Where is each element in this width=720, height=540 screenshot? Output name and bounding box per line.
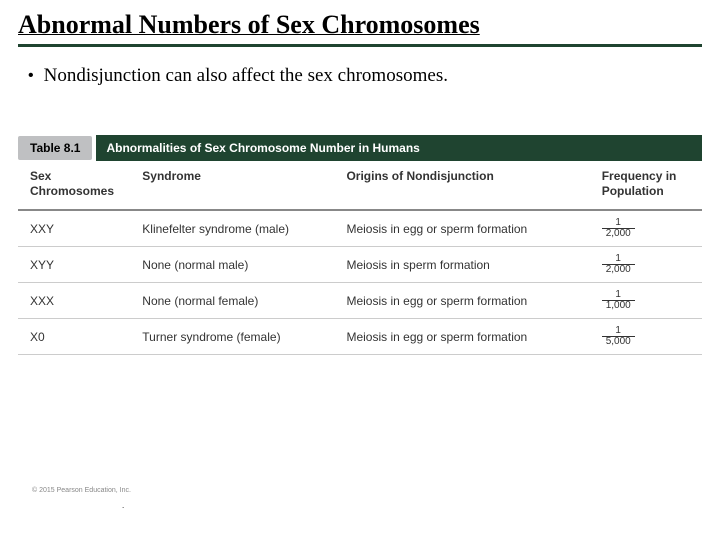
cell-chrom: XYY	[18, 247, 130, 283]
table-header-bar: Table 8.1 Abnormalities of Sex Chromosom…	[18, 135, 702, 161]
cell-chrom: XXY	[18, 210, 130, 247]
table-row: XXX None (normal female) Meiosis in egg …	[18, 283, 702, 319]
fraction-den: 2,000	[602, 265, 635, 275]
cell-chrom: XXX	[18, 283, 130, 319]
cell-synd: None (normal female)	[130, 283, 334, 319]
fraction-den: 1,000	[602, 301, 635, 311]
cell-freq: 1 2,000	[590, 210, 702, 247]
slide: Abnormal Numbers of Sex Chromosomes • No…	[0, 0, 720, 540]
cell-orig: Meiosis in egg or sperm formation	[334, 210, 589, 247]
table-number-tab: Table 8.1	[18, 136, 92, 160]
fraction-den: 5,000	[602, 337, 635, 347]
table-caption: Abnormalities of Sex Chromosome Number i…	[96, 135, 702, 161]
table-head-row: Sex Chromosomes Syndrome Origins of Nond…	[18, 161, 702, 210]
bullet-icon: •	[28, 65, 34, 87]
cell-freq: 1 5,000	[590, 319, 702, 355]
fraction-den: 2,000	[602, 229, 635, 239]
cell-orig: Meiosis in egg or sperm formation	[334, 319, 589, 355]
cell-orig: Meiosis in egg or sperm formation	[334, 283, 589, 319]
stray-dot: .	[122, 501, 124, 510]
cell-freq: 1 1,000	[590, 283, 702, 319]
title-container: Abnormal Numbers of Sex Chromosomes	[18, 10, 702, 47]
cell-orig: Meiosis in sperm formation	[334, 247, 589, 283]
cell-chrom: X0	[18, 319, 130, 355]
table-block: Table 8.1 Abnormalities of Sex Chromosom…	[18, 135, 702, 355]
table-row: XYY None (normal male) Meiosis in sperm …	[18, 247, 702, 283]
fraction: 1 5,000	[602, 326, 635, 347]
fraction: 1 2,000	[602, 218, 635, 239]
col-header-origins: Origins of Nondisjunction	[334, 161, 589, 210]
cell-synd: Turner syndrome (female)	[130, 319, 334, 355]
cell-freq: 1 2,000	[590, 247, 702, 283]
fraction: 1 2,000	[602, 254, 635, 275]
cell-synd: None (normal male)	[130, 247, 334, 283]
col-header-frequency: Frequency in Population	[590, 161, 702, 210]
copyright-text: © 2015 Pearson Education, Inc.	[32, 487, 131, 494]
bullet-text: Nondisjunction can also affect the sex c…	[44, 65, 448, 87]
col-header-syndrome: Syndrome	[130, 161, 334, 210]
cell-synd: Klinefelter syndrome (male)	[130, 210, 334, 247]
chromosome-table: Sex Chromosomes Syndrome Origins of Nond…	[18, 161, 702, 355]
bullet-row: • Nondisjunction can also affect the sex…	[18, 65, 702, 87]
col-header-chromosomes: Sex Chromosomes	[18, 161, 130, 210]
page-title: Abnormal Numbers of Sex Chromosomes	[18, 10, 702, 40]
table-row: X0 Turner syndrome (female) Meiosis in e…	[18, 319, 702, 355]
table-row: XXY Klinefelter syndrome (male) Meiosis …	[18, 210, 702, 247]
fraction: 1 1,000	[602, 290, 635, 311]
